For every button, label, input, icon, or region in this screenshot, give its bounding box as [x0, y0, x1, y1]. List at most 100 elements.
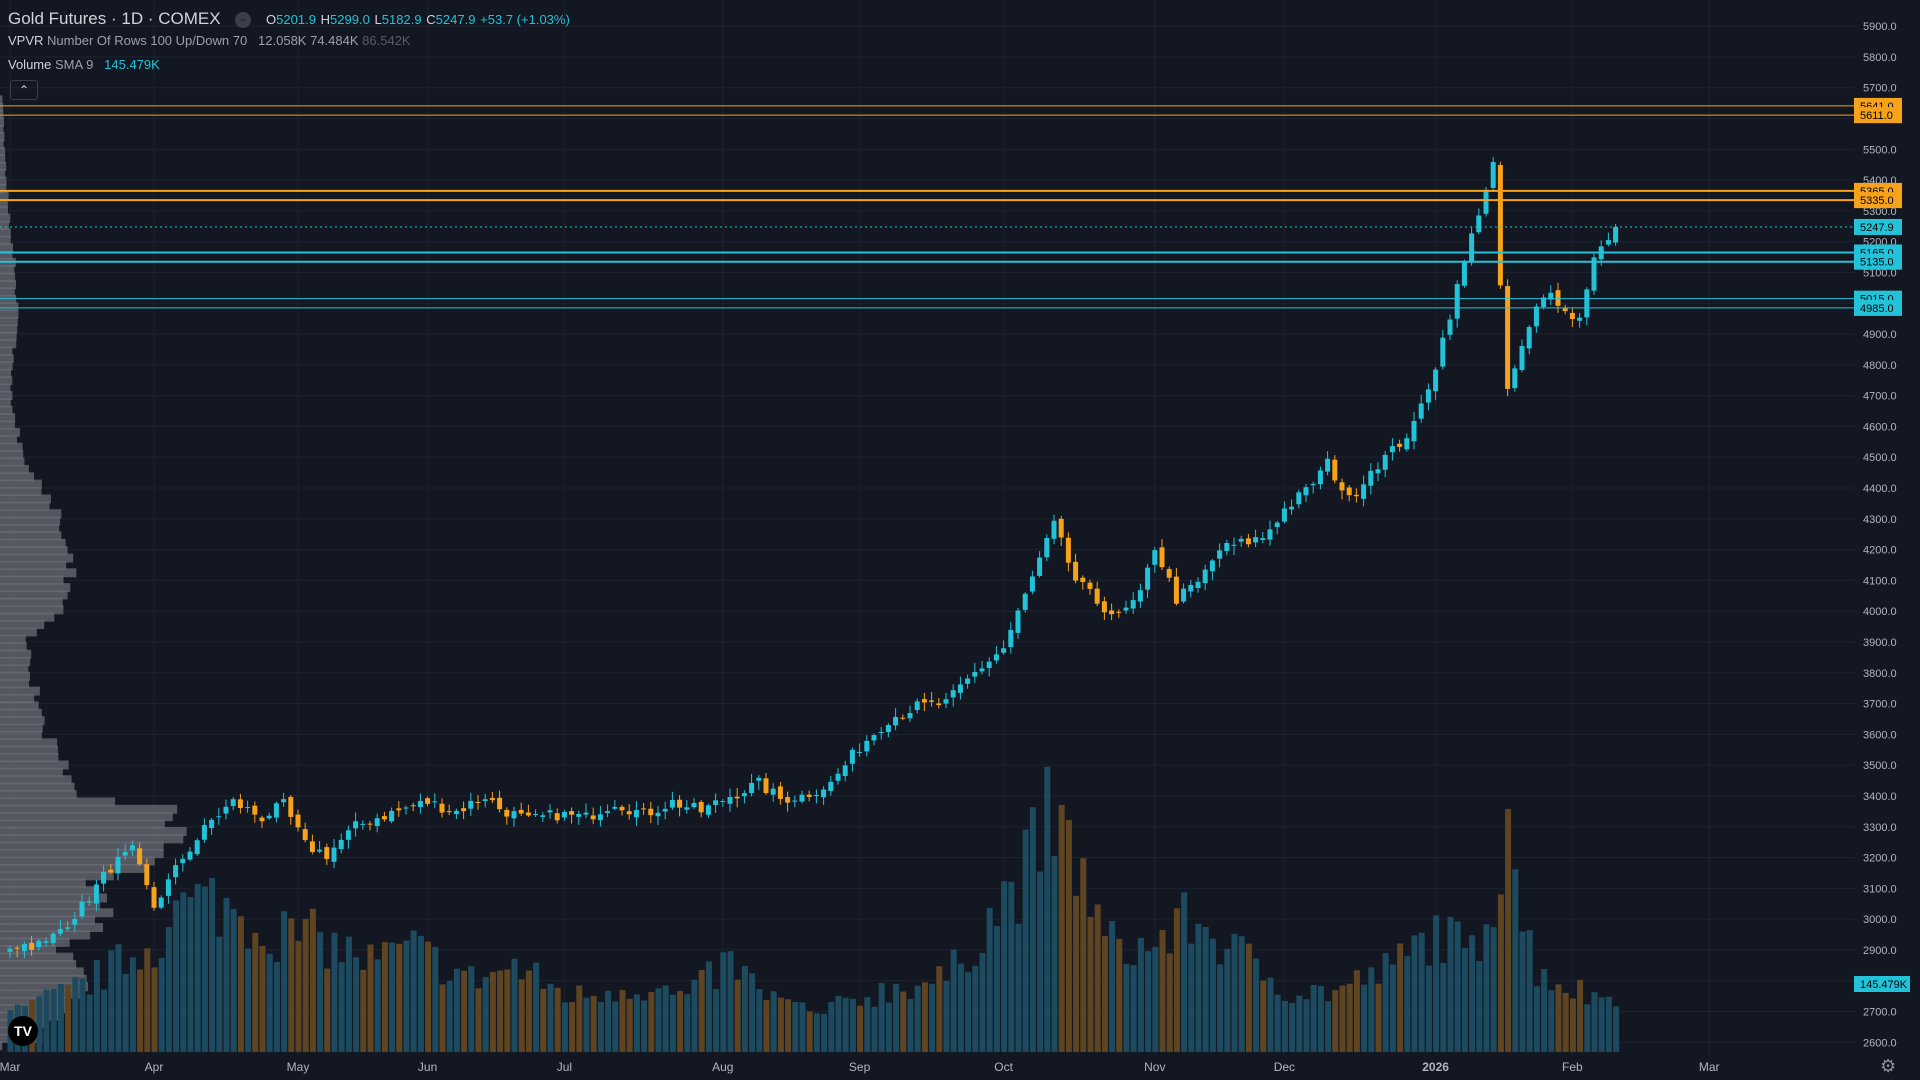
candle-body	[65, 927, 71, 929]
volume-bar	[1152, 946, 1159, 1052]
volume-bar	[1094, 904, 1101, 1052]
candle-body	[302, 829, 308, 841]
candle-body	[1296, 492, 1302, 505]
candle-body	[345, 830, 351, 840]
gear-icon[interactable]: ⚙	[1880, 1056, 1897, 1076]
profile-bar	[0, 102, 4, 112]
volume-bar	[1065, 819, 1072, 1052]
volume-bar	[1353, 970, 1360, 1052]
candle-body	[21, 943, 27, 952]
profile-bar	[0, 235, 11, 245]
profile-bar	[0, 494, 51, 504]
candle-body	[295, 814, 301, 828]
candle-body	[662, 808, 668, 812]
tradingview-logo[interactable]: TV	[8, 1016, 38, 1046]
candle-body	[446, 811, 452, 813]
candle-body	[324, 847, 330, 859]
candle-body	[1001, 648, 1007, 653]
price-axis[interactable]	[1855, 0, 1920, 1080]
candle-body	[338, 839, 344, 850]
low-label: L	[374, 12, 382, 27]
profile-bar	[0, 361, 13, 371]
price-level-tag[interactable]	[1854, 107, 1902, 124]
candle-body	[741, 793, 747, 797]
volume-bar	[324, 968, 331, 1052]
volume-bar	[137, 969, 144, 1052]
volume-bar	[1289, 1003, 1296, 1052]
volume-bar	[1505, 808, 1512, 1052]
candle-body	[590, 815, 596, 820]
last-price-tag[interactable]	[1854, 218, 1902, 235]
vpvr-label[interactable]: VPVR	[8, 33, 44, 48]
volume-bar	[101, 989, 108, 1052]
volume-bar	[1058, 804, 1065, 1052]
symbol-title[interactable]: Gold Futures · 1D · COMEX	[8, 9, 221, 28]
candle-body	[1029, 576, 1035, 592]
candle-body	[1231, 544, 1237, 546]
candle-body	[475, 801, 481, 803]
candle-body	[821, 789, 827, 798]
y-tick-label: 5500.0	[1863, 144, 1897, 156]
profile-bar	[0, 686, 40, 696]
low-value: 5182.9	[381, 12, 422, 27]
candle-body	[1058, 518, 1064, 538]
volume-bar	[1339, 985, 1346, 1052]
candle-body	[151, 887, 157, 908]
profile-bar	[0, 849, 164, 859]
chevron-up-icon[interactable]: ⌃	[10, 80, 38, 100]
volume-bar	[583, 997, 590, 1052]
volume-bar	[1087, 916, 1094, 1052]
candle-body	[921, 699, 927, 703]
volume-bar	[1461, 947, 1468, 1052]
profile-bar	[0, 952, 74, 962]
candle-body	[396, 808, 402, 811]
candle-body	[209, 819, 215, 829]
volume-bar	[569, 1002, 576, 1052]
profile-bar	[0, 538, 66, 548]
volume-bar	[1605, 996, 1612, 1052]
volume-bar	[943, 980, 950, 1052]
volume-bar	[763, 1000, 770, 1052]
candle-body	[583, 812, 589, 815]
candle-body	[237, 799, 243, 809]
price-level-tag[interactable]	[1854, 299, 1902, 316]
profile-bar	[0, 553, 74, 563]
candle-body	[641, 808, 647, 810]
candle-body	[1591, 257, 1597, 291]
last-volume-tag[interactable]	[1854, 976, 1910, 992]
volume-bar	[180, 892, 187, 1052]
profile-bar	[0, 679, 29, 689]
profile-bar	[0, 900, 101, 910]
volume-bar	[1562, 992, 1569, 1052]
candle-body	[1159, 547, 1165, 568]
volume-label[interactable]: Volume	[8, 57, 52, 72]
time-axis[interactable]	[0, 1055, 1855, 1080]
profile-bar	[0, 834, 184, 844]
x-tick-label: Mar	[1699, 1060, 1720, 1074]
candle-body	[785, 797, 791, 803]
profile-bar	[0, 339, 17, 349]
volume-bar	[972, 965, 979, 1052]
volume-bar	[907, 998, 914, 1052]
volume-bar	[108, 950, 115, 1052]
volume-bar	[374, 959, 381, 1052]
price-level-tag[interactable]	[1854, 253, 1902, 270]
candle-body	[1181, 588, 1187, 602]
profile-bar	[0, 147, 6, 157]
volume-bar	[158, 958, 165, 1052]
candle-body	[777, 786, 783, 799]
volume-bar	[1073, 895, 1080, 1052]
profile-bar	[0, 243, 14, 253]
candle-body	[1188, 584, 1194, 592]
volume-bar	[43, 989, 50, 1052]
y-tick-label: 2900.0	[1863, 945, 1897, 957]
y-tick-label: 4200.0	[1863, 545, 1897, 557]
x-tick-label: 2026	[1422, 1060, 1449, 1074]
price-level-tag[interactable]	[1854, 192, 1902, 209]
candle-body	[1512, 368, 1518, 389]
volume-bar	[734, 979, 741, 1052]
candle-body	[115, 856, 121, 874]
profile-bar	[0, 937, 70, 947]
minus-icon[interactable]: −	[235, 11, 252, 28]
